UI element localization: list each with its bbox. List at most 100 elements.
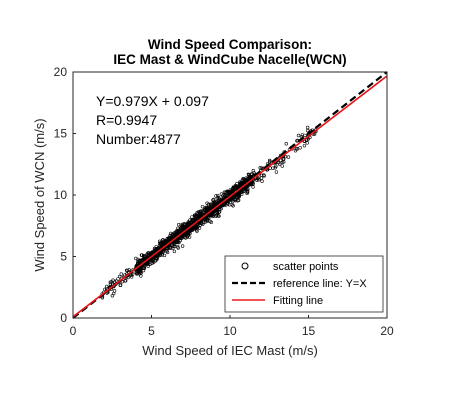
chart-title: Wind Speed Comparison: IEC Mast & WindCu… — [113, 37, 346, 67]
scatter-point — [262, 173, 266, 177]
y-axis-label: Wind Speed of WCN (m/s) — [32, 118, 47, 271]
scatter-point — [277, 162, 282, 166]
y-tick-label: 15 — [54, 127, 68, 141]
scatter-point — [134, 272, 139, 276]
scatter-point — [234, 184, 238, 188]
scatter-point — [177, 223, 181, 227]
scatter-point — [163, 239, 168, 243]
scatter-point — [151, 257, 155, 261]
scatter-point — [116, 277, 120, 281]
scatter-point — [246, 172, 251, 177]
x-tick-label: 10 — [223, 324, 237, 338]
scatter-point — [129, 275, 134, 279]
scatter-point — [141, 253, 146, 258]
chart-title-line-1: Wind Speed Comparison: — [148, 37, 312, 52]
scatter-point — [175, 240, 180, 244]
y-tick-label: 0 — [60, 311, 67, 325]
scatter-point — [119, 272, 124, 276]
scatter-point — [184, 233, 188, 237]
scatter-point — [298, 146, 302, 150]
scatter-point — [250, 174, 254, 179]
scatter-point — [229, 198, 234, 202]
scatter-point — [145, 252, 149, 257]
scatter-point — [225, 201, 229, 205]
x-axis-label: Wind Speed of IEC Mast (m/s) — [142, 343, 318, 358]
scatter-point — [110, 294, 115, 298]
scatter-point — [154, 258, 158, 263]
scatter-point — [280, 164, 284, 168]
scatter-point — [190, 228, 195, 232]
scatter-point — [123, 279, 128, 283]
scatter-point — [192, 213, 197, 217]
scatter-point — [233, 197, 238, 201]
sample-count: Number:4877 — [96, 131, 181, 147]
scatter-point — [213, 208, 218, 212]
scatter-point — [283, 154, 287, 159]
scatter-point — [305, 141, 309, 145]
scatter-point — [190, 215, 194, 219]
scatter-point — [108, 280, 113, 284]
scatter-point — [201, 208, 206, 213]
scatter-point — [183, 222, 187, 226]
scatter-point — [180, 224, 184, 228]
scatter-point — [271, 166, 275, 170]
scatter-point — [208, 219, 212, 224]
scatter-point — [214, 214, 218, 219]
stats-annotation: Y=0.979X + 0.097 R=0.9947 Number:4877 — [96, 93, 209, 147]
scatter-point — [302, 143, 307, 148]
scatter-point — [217, 210, 222, 214]
x-tick-label: 5 — [148, 324, 155, 338]
legend-label-scatter: scatter points — [273, 261, 339, 273]
scatter-point — [300, 133, 305, 137]
legend-scatter-marker — [241, 262, 249, 270]
x-tick-label: 20 — [380, 324, 394, 338]
scatter-point — [160, 251, 165, 256]
scatter-point — [156, 253, 161, 257]
scatter-point — [211, 202, 216, 206]
scatter-point — [167, 237, 171, 241]
scatter-point — [230, 203, 234, 207]
scatter-point — [226, 190, 230, 194]
scatter-point — [185, 231, 190, 235]
scatter-point — [211, 197, 216, 202]
x-tick-label: 0 — [70, 324, 77, 338]
y-tick-label: 20 — [54, 65, 68, 79]
scatter-point — [127, 268, 131, 272]
y-tick-label: 5 — [60, 250, 67, 264]
x-axis: 0 5 10 15 20 — [70, 315, 394, 338]
scatter-point — [237, 194, 241, 198]
scatter-point — [198, 211, 202, 215]
scatter-point — [100, 296, 105, 300]
scatter-point — [220, 203, 224, 207]
scatter-point — [172, 249, 177, 254]
y-tick-label: 10 — [54, 188, 68, 202]
regression-equation: Y=0.979X + 0.097 — [96, 93, 209, 109]
scatter-point — [108, 282, 113, 286]
scatter-point — [103, 287, 107, 292]
lines-layer — [72, 71, 388, 319]
scatter-point — [251, 168, 256, 173]
scatter-point — [112, 289, 117, 293]
y-axis: 0 5 10 15 20 — [54, 65, 76, 325]
scatter-point — [213, 201, 217, 205]
scatter-point — [180, 244, 185, 248]
scatter-point — [256, 176, 260, 180]
scatter-point — [216, 193, 220, 198]
scatter-point — [242, 188, 246, 193]
scatter-point — [205, 201, 209, 205]
scatter-point — [214, 194, 218, 198]
scatter-point — [281, 157, 285, 161]
scatter-point — [260, 179, 264, 183]
legend-label-reference: reference line: Y=X — [273, 278, 367, 290]
scatter-point — [195, 215, 199, 219]
legend-label-fitting: Fitting line — [273, 295, 323, 307]
scatter-point — [239, 190, 243, 195]
scatter-point — [172, 242, 177, 247]
scatter-point — [279, 158, 283, 163]
chart-title-line-2: IEC Mast & WindCube Nacelle(WCN) — [113, 52, 346, 67]
correlation-coefficient: R=0.9947 — [96, 112, 157, 128]
scatter-point — [217, 197, 222, 201]
scatter-point — [162, 253, 167, 258]
scatter-point — [169, 246, 173, 250]
